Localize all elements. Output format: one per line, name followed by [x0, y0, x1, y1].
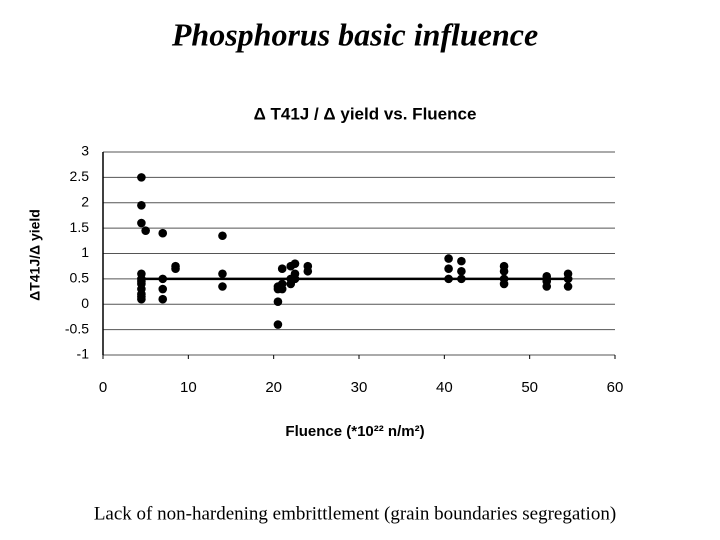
point: [290, 259, 300, 268]
x-tick-label: 0: [99, 379, 107, 396]
y-tick-label: 1.5: [70, 219, 90, 235]
x-tick-label: 30: [351, 379, 368, 396]
x-tick-label: 20: [265, 379, 282, 396]
y-axis-label: ΔT41J/Δ yield: [27, 209, 43, 301]
point: [141, 226, 150, 235]
y-tick-label: 2.5: [70, 168, 90, 184]
point: [137, 218, 146, 228]
x-tick-label: 10: [180, 379, 197, 396]
slide-title: Phosphorus basic influence: [171, 16, 538, 52]
y-tick-label: 0: [81, 295, 89, 311]
point: [158, 294, 168, 304]
point: [171, 264, 180, 274]
point: [444, 264, 453, 274]
point: [499, 279, 509, 289]
point: [137, 200, 146, 210]
point: [499, 266, 509, 276]
point: [218, 269, 227, 279]
point: [158, 228, 168, 238]
point: [137, 294, 146, 304]
point: [303, 266, 313, 276]
y-tick-label: 2: [81, 193, 89, 209]
y-tick-label: 3: [81, 143, 89, 159]
x-tick-label: 60: [607, 379, 624, 396]
point: [542, 282, 552, 291]
caption: Lack of non-hardening embrittlement (gra…: [94, 503, 616, 524]
x-axis-label: Fluence (*10²² n/m²): [285, 423, 424, 440]
y-tick-label: -0.5: [65, 320, 89, 336]
y-tick-label: -1: [77, 346, 90, 362]
point: [457, 256, 466, 266]
point: [218, 231, 227, 241]
point: [273, 320, 283, 329]
point: [563, 282, 573, 291]
point: [277, 264, 287, 274]
y-tick-label: 1: [81, 244, 89, 260]
point: [218, 282, 227, 291]
x-tick-label: 50: [521, 379, 538, 396]
y-tick-label: 0.5: [70, 270, 90, 286]
chart-title: Δ T41J / Δ yield vs. Fluence: [254, 104, 477, 123]
point: [277, 284, 287, 294]
point: [457, 266, 466, 276]
x-tick-label: 40: [436, 379, 453, 396]
point: [158, 284, 168, 294]
point: [444, 254, 453, 263]
point: [137, 173, 146, 182]
point: [273, 297, 283, 307]
